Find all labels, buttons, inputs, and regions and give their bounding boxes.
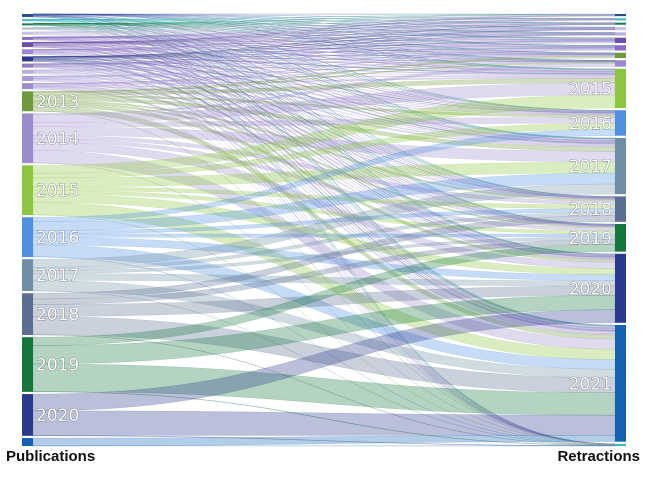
flow-link-p2009-r2009 (32, 29, 616, 64)
right-node-r2006 (615, 14, 626, 17)
left-node-label-p2020: 2020 (36, 406, 79, 426)
left-node-p2011 (22, 75, 33, 81)
right-node-r2021 (615, 324, 626, 442)
left-node-p2020 (22, 394, 33, 436)
flow-link-p2021-r2021 (32, 435, 616, 447)
flow-link-p2008-r2008 (32, 24, 616, 57)
right-node-r2014 (615, 60, 626, 67)
left-node-p2014 (22, 113, 33, 164)
left-node-p2007 (22, 49, 33, 55)
right-node-r2019 (615, 224, 626, 252)
flow-link-p2014-r2014 (32, 63, 616, 116)
publications-axis-label: Publications (6, 448, 96, 465)
right-node-r2008 (615, 22, 626, 25)
left-node-p2001 (22, 19, 33, 22)
right-node-r2007 (615, 18, 626, 21)
left-node-label-p2014: 2014 (36, 129, 79, 149)
left-node-p2002 (22, 23, 33, 26)
left-node-p2017 (22, 259, 33, 292)
flow-links (32, 13, 616, 447)
left-node-p2000 (22, 14, 33, 17)
left-node-p2013 (22, 91, 33, 112)
left-node-p2018 (22, 293, 33, 335)
right-node-r2009 (615, 26, 626, 31)
left-node-p2008 (22, 56, 33, 62)
left-node-p2012 (22, 83, 33, 90)
left-node-label-p2013: 2013 (36, 92, 79, 112)
flow-link-p2013-r2013 (32, 55, 616, 93)
right-node-r2012 (615, 45, 626, 51)
left-node-p2015 (22, 165, 33, 216)
right-node-r2016 (615, 110, 626, 136)
right-node-label-r2016: 2016 (569, 114, 612, 134)
right-node-label-r2021: 2021 (569, 374, 612, 394)
right-node-r2015 (615, 68, 626, 109)
left-node-p2010 (22, 69, 33, 74)
right-node-label-r2019: 2019 (569, 229, 612, 249)
flow-link-p2012-r2012 (32, 49, 616, 84)
flow-link-p2018-r2018 (32, 215, 616, 300)
right-node-r2018 (615, 196, 626, 222)
flow-link-p2016-r2019 (32, 233, 616, 238)
left-node-p2021 (22, 438, 33, 446)
flow-link-p2010-r2010 (32, 34, 616, 71)
left-node-label-p2015: 2015 (36, 181, 79, 201)
retractions-axis-label: Retractions (557, 448, 640, 465)
left-node-p2005 (22, 36, 33, 40)
right-node-r2010 (615, 32, 626, 36)
left-node-label-p2019: 2019 (36, 356, 79, 376)
right-node-r2022 (615, 443, 626, 446)
left-node-p2016 (22, 217, 33, 258)
left-node-p2019 (22, 337, 33, 392)
right-node-label-r2015: 2015 (569, 79, 612, 99)
right-node-label-r2018: 2018 (569, 200, 612, 220)
right-node-r2020 (615, 253, 626, 323)
left-node-label-p2016: 2016 (36, 228, 79, 248)
flow-link-p2019-r2019 (32, 244, 616, 346)
right-node-r2011 (615, 37, 626, 44)
right-node-label-r2017: 2017 (569, 157, 612, 177)
left-node-p2003 (22, 27, 33, 30)
right-node-r2013 (615, 52, 626, 59)
right-node-label-r2020: 2020 (569, 279, 612, 299)
left-node-p2006 (22, 42, 33, 48)
left-node-label-p2017: 2017 (36, 266, 79, 286)
left-node-p2004 (22, 31, 33, 35)
left-node-p2009 (22, 63, 33, 68)
year-nodes (22, 14, 626, 446)
right-node-r2017 (615, 137, 626, 195)
left-node-label-p2018: 2018 (36, 305, 79, 325)
flow-link-p2011-r2011 (32, 42, 616, 77)
node-labels: 2013 2014 2015 2016 2017 2018 2019 2020 2015 2016… (36, 79, 613, 426)
